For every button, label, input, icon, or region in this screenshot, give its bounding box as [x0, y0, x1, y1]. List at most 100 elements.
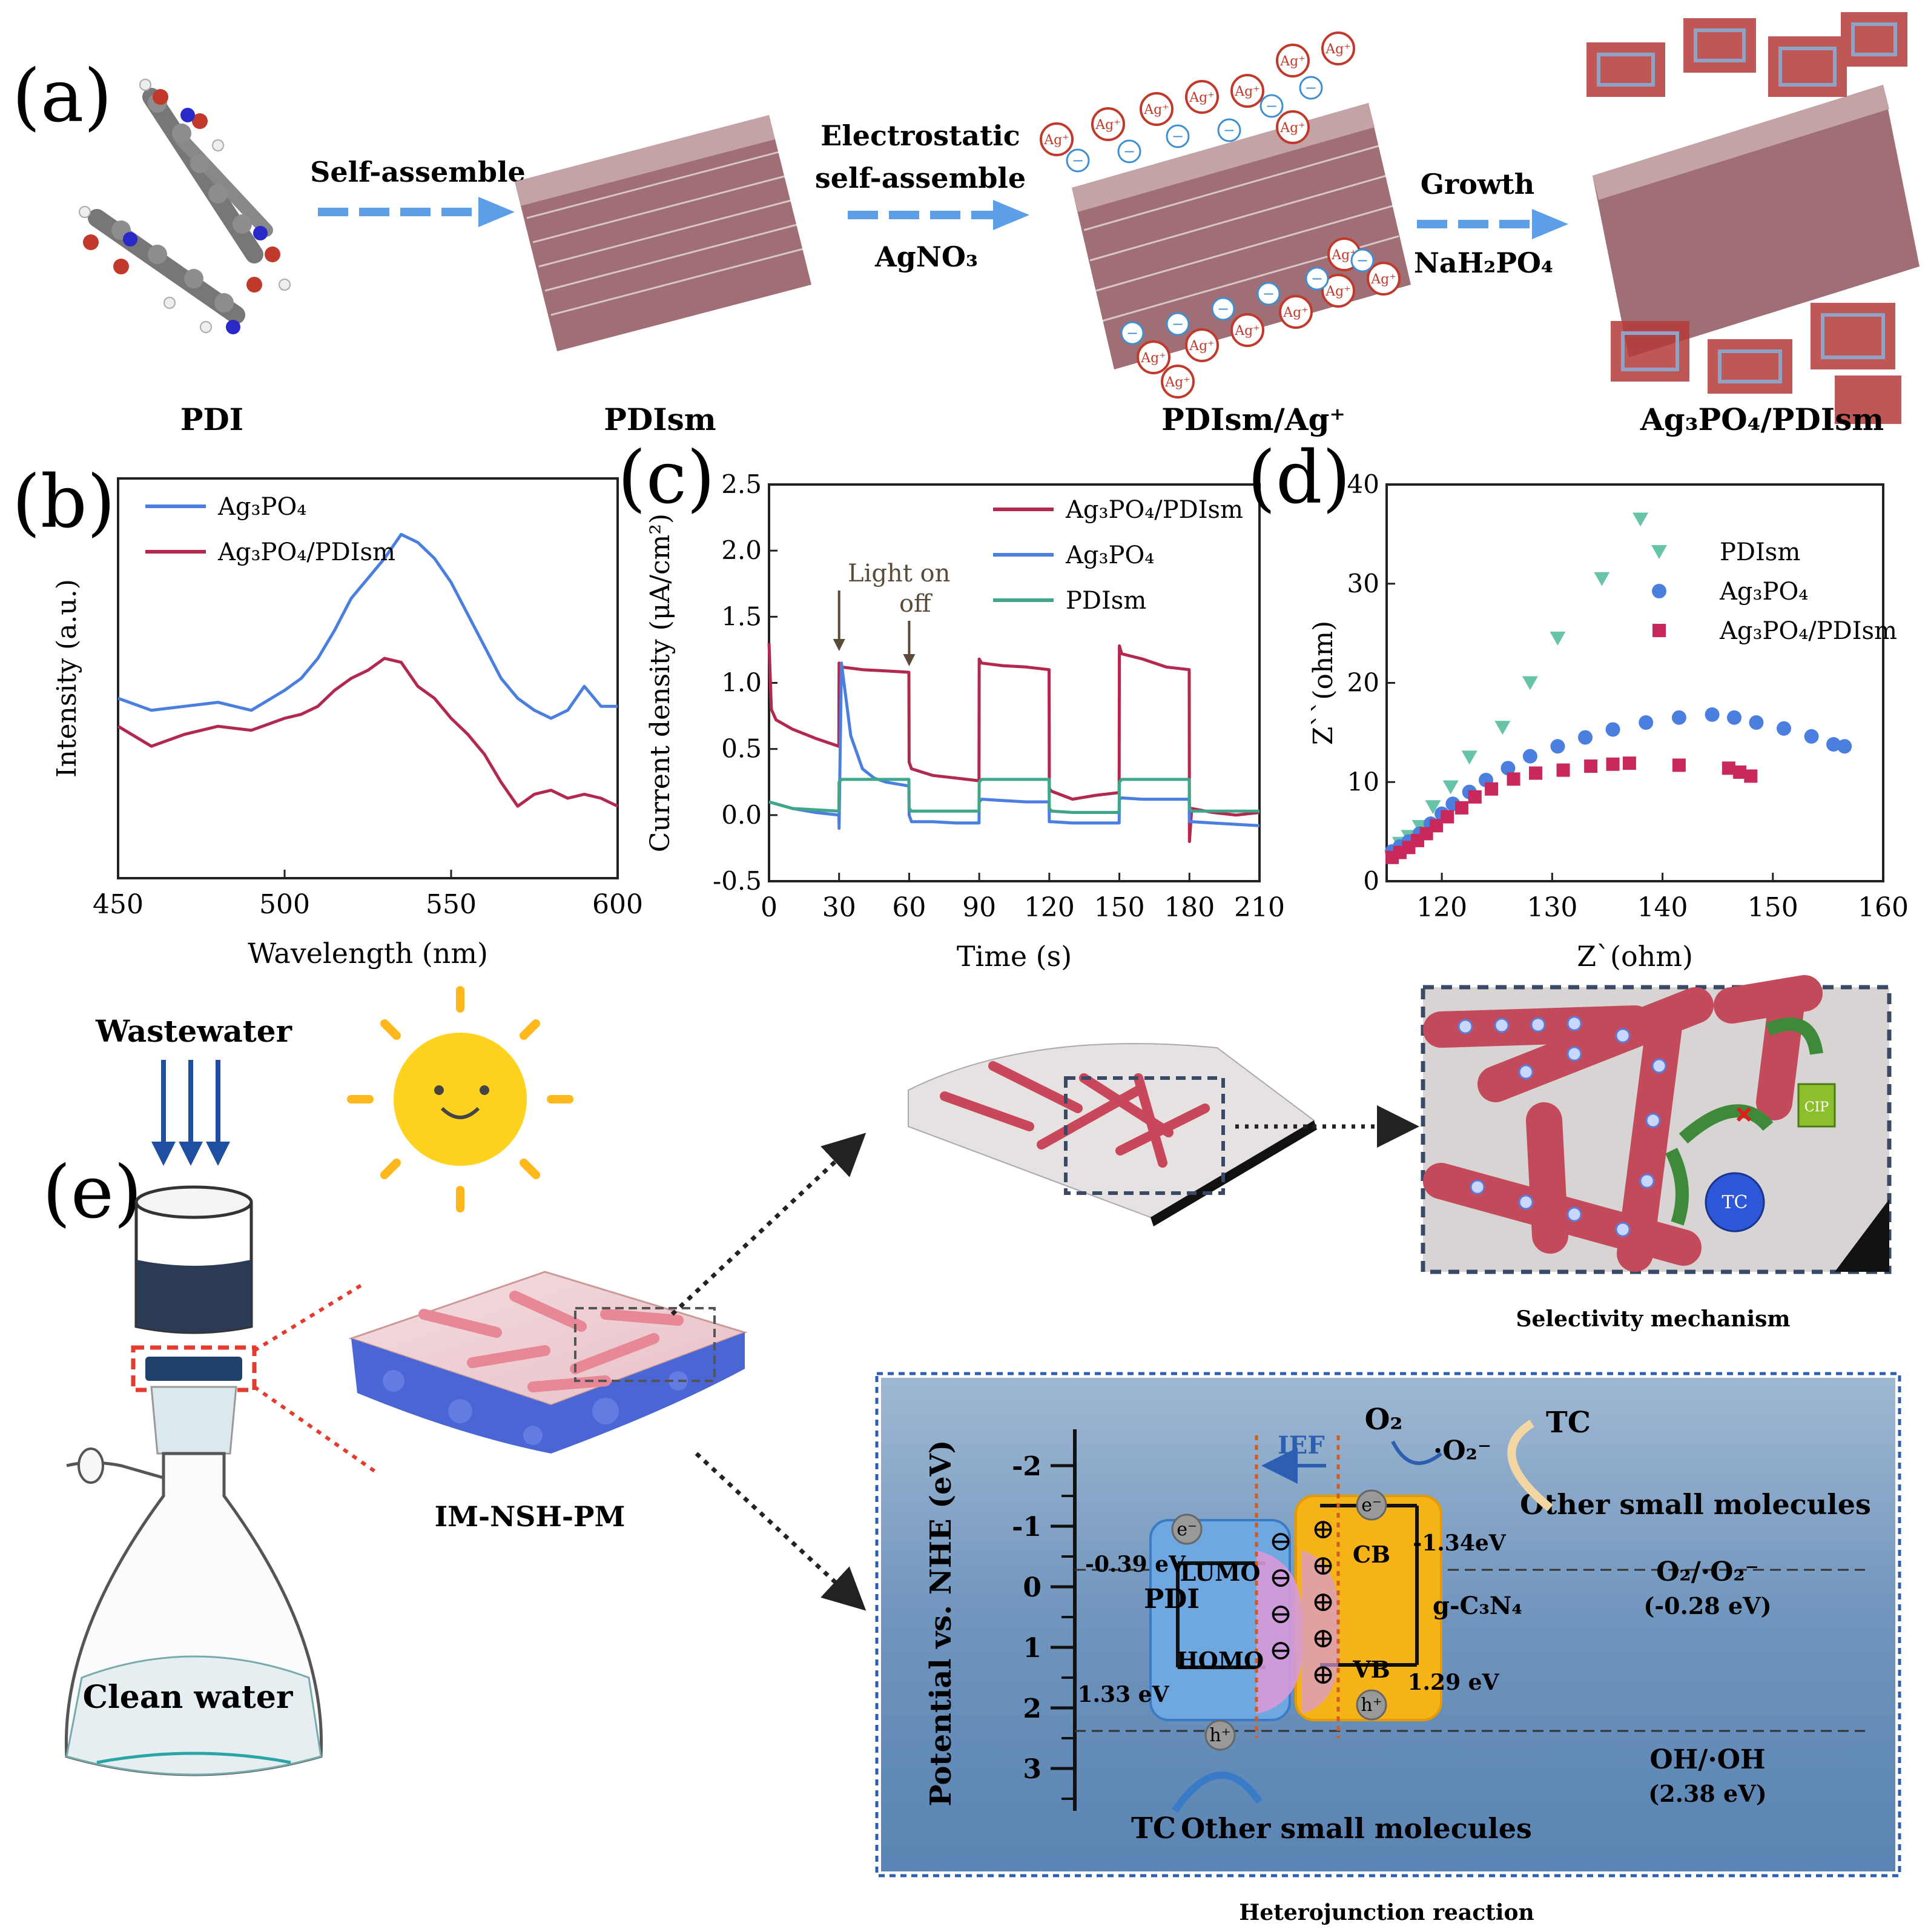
electron-bubble	[1356, 1489, 1387, 1521]
y-tick-label: 2.0	[721, 535, 762, 565]
data-point	[1442, 780, 1459, 795]
o2-couple-label: O₂/·O₂⁻	[1656, 1557, 1759, 1587]
series-line	[767, 643, 1260, 843]
surface-illustration	[908, 1043, 1317, 1226]
negative-charge-label: −	[1123, 143, 1135, 160]
data-point	[1727, 710, 1741, 725]
negative-charge	[1217, 118, 1241, 142]
data-point	[1606, 757, 1620, 771]
pdi-molecule-illustration	[79, 79, 291, 334]
series-line	[117, 532, 618, 720]
data-point	[1722, 761, 1735, 775]
data-point	[1826, 737, 1841, 752]
negative-charge	[1120, 321, 1144, 345]
y-tick-label: 1.5	[721, 601, 762, 631]
x-tick-label: 600	[592, 889, 643, 920]
x-tick-label: 140	[1637, 892, 1688, 923]
o2-couple-value: (-0.28 eV)	[1643, 1592, 1771, 1619]
arrow-electrostatic-label-2: self-assemble	[815, 162, 1026, 194]
plot-frame	[117, 477, 619, 879]
wastewater-label: Wastewater	[95, 1013, 292, 1049]
light-on-arrowhead	[833, 639, 845, 651]
ag-ion-label: Ag⁺	[1234, 84, 1260, 99]
electron-bubble	[1171, 1514, 1203, 1545]
y-tick-label: 20	[1347, 668, 1379, 698]
pdi-band-edges	[1176, 1561, 1266, 1669]
x-tick-label: 160	[1858, 892, 1909, 923]
wastewater-arrows	[161, 1060, 220, 1145]
o2-label: O₂	[1365, 1403, 1403, 1437]
chart-d: 120 130 140 150 160 0 10 20 30 40 Z`(ohm) Z``(ohm) P…	[1308, 469, 1909, 973]
electron-label: e⁻	[1361, 1495, 1382, 1516]
data-point	[1556, 763, 1570, 777]
x-tick-label: 180	[1164, 892, 1215, 923]
selectivity-illustration	[1421, 975, 1892, 1274]
o2-radical-label: ·O₂⁻	[1433, 1435, 1491, 1466]
light-on-annotation: Light on	[848, 560, 950, 587]
ag-ion	[1091, 107, 1125, 141]
ag-ion-label: Ag⁺	[1043, 133, 1069, 148]
hole-label: h⁺	[1361, 1695, 1382, 1716]
data-point	[1744, 769, 1758, 783]
y-axis-label: Intensity (a.u.)	[51, 579, 82, 778]
negative-charge	[1066, 148, 1090, 173]
ag-ion	[1230, 74, 1264, 108]
tc-sphere-label: TC	[1722, 1192, 1748, 1213]
y-axis-label: Z``(ohm)	[1308, 621, 1339, 745]
ag3po4-pdism-illustration	[1586, 12, 1920, 424]
negative-charge-label: −	[1072, 152, 1084, 169]
plus-charge: ⊕	[1312, 1658, 1335, 1690]
arrow-growth-label: Growth	[1421, 168, 1535, 200]
y-tick-label: 1.0	[721, 668, 762, 698]
legend-label: Ag₃PO₄/PDIsm	[1065, 496, 1243, 524]
y-tick-label: 0.0	[721, 800, 762, 830]
negative-charge-label: −	[1311, 270, 1323, 287]
y-tick-label: 40	[1347, 469, 1379, 499]
negative-charge-label: −	[1356, 252, 1368, 269]
legend-marker	[1651, 545, 1667, 559]
negative-charge	[1305, 266, 1329, 291]
homo-label: HOMO	[1177, 1647, 1264, 1674]
data-point	[1461, 750, 1477, 765]
y-axis-label: Current density (μA/cm²)	[645, 514, 676, 852]
negative-charge	[1256, 282, 1281, 306]
ag-ion	[1185, 80, 1219, 114]
arrow-growth-head	[1532, 209, 1568, 239]
legend-label: Ag₃PO₄/PDIsm	[217, 538, 395, 566]
ag-ion-label: Ag⁺	[1279, 121, 1306, 136]
pdi-label: PDI	[1144, 1584, 1200, 1615]
data-point	[1584, 759, 1598, 773]
x-tick-label: 30	[822, 892, 856, 923]
ief-label: IEF	[1278, 1431, 1325, 1460]
data-point	[1749, 715, 1764, 730]
legend-label: PDIsm	[1066, 587, 1146, 615]
panel-a-label: (a)	[12, 55, 112, 139]
electron-label: e⁻	[1177, 1519, 1197, 1540]
negative-charge	[1259, 94, 1284, 118]
ag-ion-label: Ag⁺	[1283, 305, 1309, 320]
zoom-arrow-surface	[670, 1133, 867, 1316]
minus-charge: ⊖	[1269, 1597, 1293, 1630]
ag-ion	[1161, 365, 1195, 399]
pdism-rod-illustration	[515, 115, 811, 351]
x-tick-label: 500	[259, 889, 310, 920]
negative-charge	[1211, 297, 1235, 321]
negative-charge	[1166, 312, 1190, 336]
plus-charge: ⊕	[1312, 1621, 1335, 1654]
negative-charge	[1117, 139, 1141, 164]
data-point	[1639, 715, 1654, 730]
legend-label: Ag₃PO₄	[1065, 541, 1154, 569]
legend-label: Ag₃PO₄	[1719, 578, 1808, 606]
cip-label: CIP	[1804, 1100, 1829, 1115]
x-tick-label: 450	[93, 889, 144, 920]
arrow-electrostatic-label-1: Electrostatic	[820, 119, 1020, 152]
pdi-lumo-value: -0.39 eV	[1085, 1552, 1186, 1577]
energy-tick-label: -1	[1012, 1512, 1042, 1543]
x-tick-label: 120	[1416, 892, 1467, 923]
ag-ion-label: Ag⁺	[1370, 272, 1396, 287]
oh-couple-label: OH/·OH	[1649, 1744, 1765, 1775]
x-axis-label: Time (s)	[957, 940, 1072, 973]
arrow-growth-reagent: NaH₂PO₄	[1414, 246, 1553, 279]
